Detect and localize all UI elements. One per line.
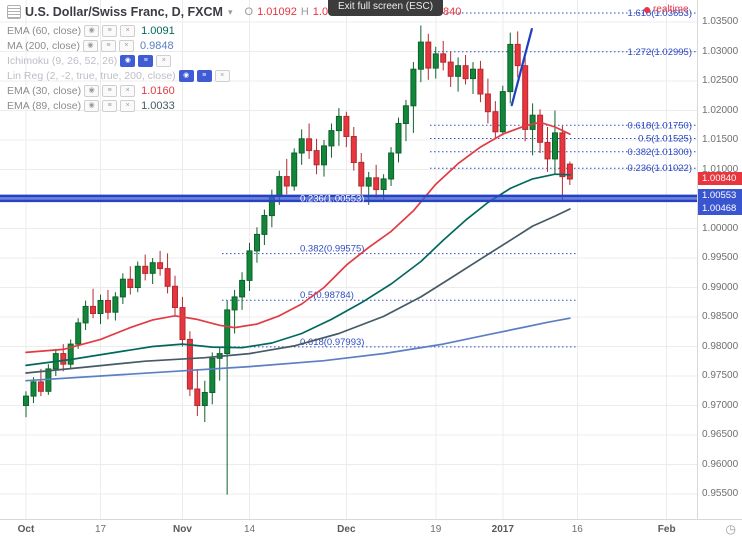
price-badge: 1.00553 (698, 189, 742, 203)
symbol-title[interactable]: U.S. Dollar/Swiss Franc, D, FXCM (25, 5, 223, 19)
price-axis-label: 0.97000 (702, 399, 739, 411)
fib-level-label[interactable]: 0.618(0.97993) (300, 337, 364, 348)
price-badge: 1.00840 (698, 172, 742, 186)
price-axis-label: 0.99000 (702, 281, 739, 293)
indicator-label[interactable]: EMA (30, close) (7, 84, 82, 97)
price-axis-label: 1.03000 (702, 45, 739, 57)
ohlc-open-label: O (244, 6, 254, 18)
price-axis-label: 1.00000 (702, 222, 739, 234)
close-icon[interactable]: × (156, 54, 172, 67)
time-axis-label: 2017 (491, 524, 514, 535)
ohlc-high-label: H (300, 6, 309, 18)
ma-line[interactable] (25, 121, 571, 354)
price-axis-label: 0.97500 (702, 370, 739, 381)
eye-icon[interactable]: ◉ (84, 84, 100, 97)
price-axis-label: 0.98500 (702, 311, 739, 322)
price-axis-label: 0.96500 (702, 429, 739, 440)
indicator-label[interactable]: MA (200, close) (7, 39, 80, 52)
indicator-label[interactable]: EMA (89, close) (7, 99, 82, 112)
price-axis[interactable]: 1.03500 1.03000 1.02500 1.02000 1.01500 1.010… (697, 0, 742, 519)
price-axis-label: 1.03500 (702, 16, 739, 27)
price-band-drawing[interactable]: 0.236(1.00553) (0, 194, 698, 205)
time-axis-label: Feb (657, 524, 676, 535)
indicator-value: 1.0033 (141, 99, 175, 112)
indicator-label[interactable]: EMA (60, close) (7, 24, 82, 37)
price-axis-label: 1.02000 (702, 104, 739, 116)
realtime-dot-icon (644, 6, 650, 13)
indicator-value: 0.9848 (139, 39, 174, 52)
candlesticks (23, 25, 573, 495)
fib-level-label[interactable]: 0.618(1.01750) (628, 120, 692, 131)
indicator-label[interactable]: Ichimoku (9, 26, 52, 26) (7, 54, 118, 67)
fib-level-label[interactable]: 0.382(0.99575) (300, 244, 364, 255)
time-axis-label: 14 (243, 524, 256, 535)
settings-icon[interactable]: ≡ (102, 99, 118, 112)
price-axis-label: 1.01500 (702, 134, 739, 145)
time-axis-label: Oct (17, 524, 35, 535)
indicator-value: 1.0160 (141, 84, 175, 97)
chart-series-icon (7, 5, 21, 19)
fib-level-label[interactable]: 0.5(0.98784) (300, 290, 354, 301)
fib-level-label[interactable]: 1.618(1.03653) (628, 8, 692, 19)
eye-icon[interactable]: ◉ (178, 69, 194, 82)
realtime-label: realtime (653, 4, 689, 15)
eye-icon[interactable]: ◉ (84, 24, 100, 37)
price-axis-label: 0.96000 (702, 458, 739, 470)
time-axis-label: 19 (430, 524, 442, 535)
clock-icon[interactable]: ◷ (725, 522, 736, 536)
price-axis-label: 1.02500 (702, 75, 739, 86)
legend-row: EMA (30, close) ◉ ≡ × 1.0160 (7, 83, 230, 98)
trendline-drawing[interactable] (510, 27, 533, 107)
fib-level-label[interactable]: 0.382(1.01300) (628, 147, 692, 158)
ma-line[interactable] (25, 173, 571, 367)
price-axis-label: 0.98000 (702, 340, 739, 352)
settings-icon[interactable]: ≡ (100, 39, 116, 52)
indicator-value: 1.0091 (141, 24, 175, 37)
time-axis[interactable]: Oct 17 Nov 14 Dec 19 2017 16 Feb (0, 519, 742, 540)
close-icon[interactable]: × (120, 99, 136, 112)
price-axis-label: 0.99500 (702, 252, 739, 263)
settings-icon[interactable]: ≡ (196, 69, 212, 82)
moving-average-lines (25, 121, 571, 382)
settings-icon[interactable]: ≡ (102, 84, 118, 97)
fib-level-label[interactable]: 0.236(1.00553) (300, 194, 364, 205)
close-icon[interactable]: × (120, 24, 136, 37)
legend-row: Lin Reg (2, -2, true, true, 200, close) ◉… (7, 68, 230, 83)
legend-row: Ichimoku (9, 26, 52, 26) ◉ ≡ × (7, 53, 230, 68)
ma-line[interactable] (25, 208, 571, 374)
price-badge: 1.00468 (698, 202, 742, 216)
ohlc-open-value: 1.01092 (257, 6, 297, 18)
indicator-legend: EMA (60, close) ◉ ≡ × 1.0091 MA (200, close) ◉… (7, 23, 230, 113)
candlestick-chart[interactable]: 1.618(1.03653) 1.272(1.02995) 0.618(1.0175… (0, 0, 698, 519)
time-axis-label: 16 (571, 524, 583, 535)
legend-row: EMA (89, close) ◉ ≡ × 1.0033 (7, 98, 230, 113)
grid (0, 0, 698, 519)
realtime-indicator: realtime (644, 4, 689, 15)
ma-line[interactable] (25, 317, 571, 382)
close-icon[interactable]: × (120, 84, 136, 97)
axis-corner[interactable]: ◷ (726, 522, 736, 536)
eye-icon[interactable]: ◉ (120, 54, 136, 67)
time-axis-label: 17 (94, 524, 107, 535)
fib-retracement-lower[interactable]: 0.382(0.99575) 0.5(0.98784) 0.618(0.97993) (222, 244, 578, 348)
time-axis-label: Dec (337, 524, 356, 535)
fib-level-label[interactable]: 1.272(1.02995) (628, 47, 692, 58)
fib-level-label[interactable]: 0.236(1.01022) (628, 163, 692, 174)
settings-icon[interactable]: ≡ (102, 24, 118, 37)
price-axis-label: 1.01000 (702, 163, 739, 175)
legend-row: MA (200, close) ◉ ≡ × 0.9848 (7, 38, 230, 53)
time-axis-label: Nov (172, 524, 192, 535)
chevron-down-icon[interactable]: ▾ (227, 6, 233, 17)
close-icon[interactable]: × (214, 69, 230, 82)
exit-fullscreen-button[interactable]: Exit full screen (ESC) (328, 0, 444, 16)
indicator-label[interactable]: Lin Reg (2, -2, true, true, 200, close) (7, 69, 176, 82)
close-icon[interactable]: × (118, 39, 134, 52)
legend-row: EMA (60, close) ◉ ≡ × 1.0091 (7, 23, 230, 38)
settings-icon[interactable]: ≡ (138, 54, 154, 67)
price-axis-label: 0.95500 (702, 488, 739, 499)
fib-level-label[interactable]: 0.5(1.01525) (638, 134, 692, 145)
eye-icon[interactable]: ◉ (84, 99, 100, 112)
eye-icon[interactable]: ◉ (82, 39, 98, 52)
